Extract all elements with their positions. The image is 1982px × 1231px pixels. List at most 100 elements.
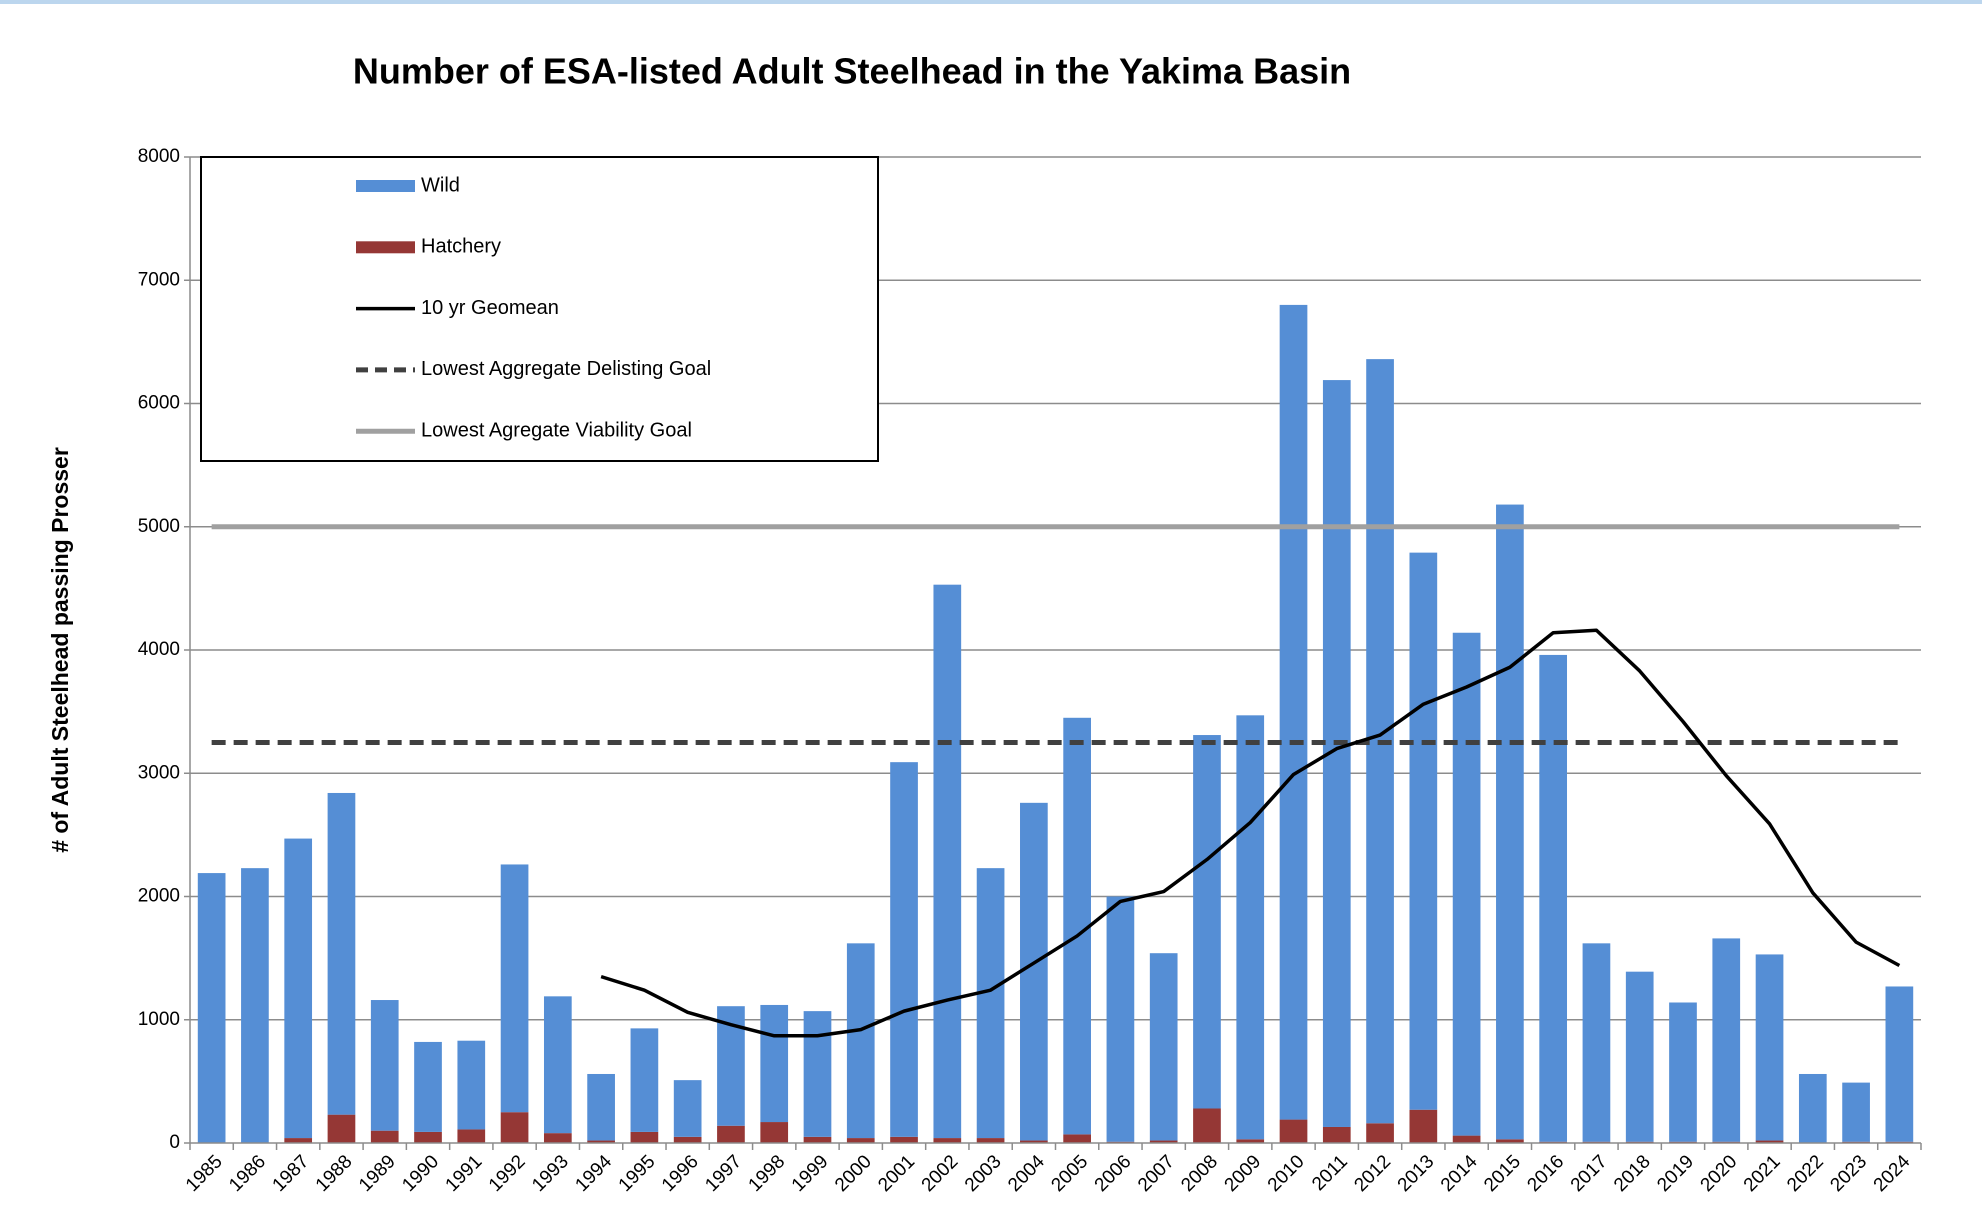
bar-segment — [846, 943, 875, 1139]
x-tick-label: 2004 — [1004, 1151, 1049, 1196]
bar-segment — [1279, 1119, 1308, 1143]
x-tick-label: 2012 — [1350, 1151, 1395, 1196]
legend-swatch — [356, 241, 415, 254]
x-tick-label: 1990 — [398, 1151, 443, 1196]
x-tick-label: 2006 — [1091, 1151, 1136, 1196]
x-tick-label: 1988 — [312, 1151, 357, 1196]
legend-box — [200, 156, 879, 462]
bar-segment — [976, 1138, 1005, 1143]
x-tick-label: 2007 — [1134, 1151, 1179, 1196]
y-tick-label: 7000 — [138, 269, 180, 290]
bar-segment — [673, 1136, 702, 1143]
bar-segment — [1452, 632, 1481, 1136]
x-tick-label: 2011 — [1308, 1151, 1352, 1195]
y-tick-label: 8000 — [138, 146, 180, 167]
bar-segment — [1322, 1126, 1351, 1143]
x-tick-label: 1986 — [225, 1151, 270, 1196]
x-tick-label: 2018 — [1610, 1151, 1655, 1196]
bar-segment — [1669, 1002, 1697, 1142]
bar-segment — [327, 792, 356, 1115]
bar-segment — [630, 1131, 659, 1143]
x-tick-label: 2015 — [1480, 1151, 1525, 1196]
bar-segment — [1193, 1108, 1221, 1143]
y-tick-label: 1000 — [138, 1009, 180, 1030]
bar-segment — [587, 1140, 615, 1143]
bar-segment — [1106, 896, 1135, 1142]
legend-label: Hatchery — [421, 236, 501, 258]
bar-segment — [890, 1136, 918, 1143]
bar-segment — [1193, 735, 1221, 1109]
y-tick-label: 5000 — [138, 516, 180, 537]
x-tick-label: 1987 — [269, 1151, 314, 1196]
top-border — [0, 0, 1982, 4]
bar-segment — [457, 1040, 486, 1130]
legend-label: Wild — [421, 174, 460, 196]
y-tick-label: 4000 — [138, 639, 180, 660]
bar-segment — [630, 1028, 659, 1132]
x-tick-label: 1992 — [485, 1151, 530, 1196]
bar-segment — [500, 864, 529, 1113]
x-tick-label: 1993 — [528, 1151, 573, 1196]
legend-label: 10 yr Geomean — [421, 297, 559, 319]
bar-segment — [1625, 971, 1654, 1142]
bar-segment — [1366, 1123, 1394, 1143]
bar-segment — [543, 1133, 572, 1143]
bar-segment — [803, 1136, 832, 1143]
x-tick-label: 1996 — [658, 1151, 703, 1196]
bar-segment — [1063, 1134, 1091, 1143]
bar-segment — [1149, 953, 1178, 1141]
bar-segment — [760, 1122, 789, 1143]
x-tick-label: 1994 — [571, 1151, 616, 1196]
y-tick-label: 2000 — [138, 886, 180, 907]
bar-segment — [1020, 1140, 1048, 1143]
bar-segment — [1236, 715, 1265, 1140]
bar-segment — [717, 1125, 745, 1143]
bar-segment — [933, 1138, 962, 1143]
x-tick-label: 2022 — [1783, 1151, 1828, 1196]
bar-segment — [500, 1112, 529, 1143]
x-tick-label: 2021 — [1740, 1151, 1785, 1196]
bar-segment — [933, 584, 962, 1139]
bar-segment — [1063, 717, 1091, 1135]
bar-segment — [803, 1011, 832, 1137]
bar-segment — [1236, 1139, 1265, 1143]
x-tick-label: 2002 — [918, 1151, 963, 1196]
x-tick-label: 2023 — [1826, 1151, 1871, 1196]
bar-segment — [846, 1138, 875, 1143]
bar-segment — [976, 868, 1005, 1139]
x-tick-label: 1985 — [182, 1151, 227, 1196]
x-tick-label: 2016 — [1523, 1151, 1568, 1196]
x-tick-label: 2008 — [1177, 1151, 1222, 1196]
bar-segment — [284, 838, 313, 1139]
bar-segment — [414, 1041, 442, 1132]
bar-segment — [1409, 1109, 1438, 1143]
bar-segment — [1452, 1135, 1481, 1143]
x-tick-label: 2001 — [874, 1151, 919, 1196]
x-tick-label: 2005 — [1047, 1151, 1092, 1196]
x-tick-label: 2003 — [961, 1151, 1006, 1196]
bar-segment — [760, 1004, 789, 1123]
bar-segment — [1842, 1082, 1870, 1142]
x-tick-label: 1989 — [355, 1151, 400, 1196]
y-tick-label: 3000 — [138, 762, 180, 783]
bar-segment — [1798, 1073, 1827, 1143]
bar-segment — [1885, 986, 1914, 1142]
legend-swatch — [356, 180, 415, 192]
bar-segment — [673, 1080, 702, 1137]
bar-segment — [1712, 938, 1741, 1142]
bar-segment — [197, 873, 226, 1143]
x-tick-label: 1997 — [701, 1151, 746, 1196]
bar-segment — [1020, 802, 1048, 1141]
bar-segment — [1582, 943, 1611, 1142]
bar-segment — [370, 1130, 399, 1143]
line-series — [600, 628, 1901, 1038]
bar-segment — [284, 1138, 313, 1143]
x-tick-label: 2000 — [831, 1151, 876, 1196]
x-tick-label: 1995 — [615, 1151, 660, 1196]
x-tick-label: 1999 — [788, 1151, 833, 1196]
bar-segment — [1755, 954, 1784, 1141]
bar-segment — [1496, 504, 1524, 1140]
y-axis-label: # of Adult Steelhead passing Prosser — [47, 447, 73, 853]
x-tick-label: 2013 — [1394, 1151, 1439, 1196]
